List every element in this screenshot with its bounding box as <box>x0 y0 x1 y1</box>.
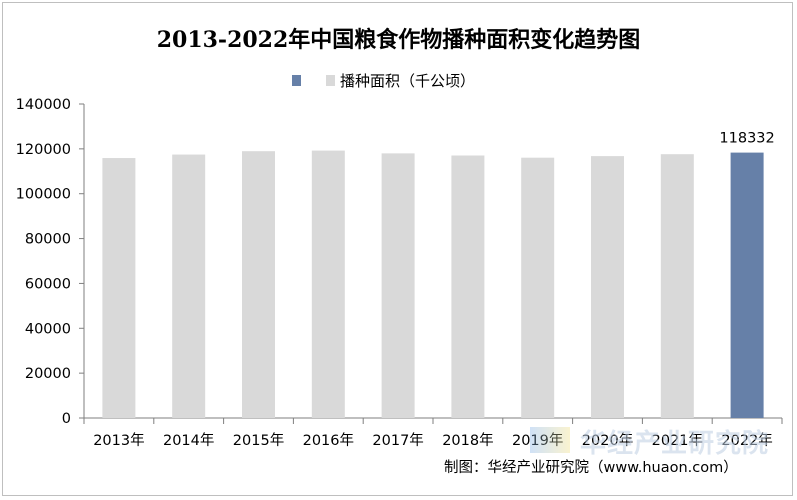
bar-2017年 <box>381 153 415 418</box>
y-tick-label: 20000 <box>25 366 71 382</box>
watermark-text: 华经产业研究院 <box>580 429 770 459</box>
y-tick-label: 60000 <box>25 276 71 292</box>
y-tick-label: 80000 <box>25 232 71 248</box>
x-tick-label: 2021年 <box>652 432 703 449</box>
legend-swatch-highlight <box>292 75 301 86</box>
bar-2019年 <box>521 157 555 418</box>
x-tick-label: 2020年 <box>582 432 633 449</box>
bar-2014年 <box>172 154 206 418</box>
x-tick-label: 2017年 <box>372 432 423 449</box>
x-tick-label: 2016年 <box>303 432 354 449</box>
bar-2021年 <box>660 154 694 418</box>
legend-label: 播种面积（千公顷） <box>340 72 476 90</box>
bar-2013年 <box>102 158 136 418</box>
x-tick-label: 2014年 <box>163 432 214 449</box>
bar-2020年 <box>591 156 624 418</box>
y-tick-label: 40000 <box>25 321 71 337</box>
bar-2018年 <box>451 155 485 418</box>
legend-swatch-gray <box>326 75 335 86</box>
bar-2015年 <box>242 151 275 418</box>
chart-legend: 播种面积（千公顷） <box>292 70 475 91</box>
x-tick-label: 2022年 <box>721 432 772 449</box>
bar-2022年 <box>730 152 764 418</box>
watermark-logo <box>530 427 570 453</box>
y-tick-label: 140000 <box>16 97 71 113</box>
x-tick-label: 2013年 <box>93 432 144 449</box>
x-tick-label: 2019年 <box>512 432 563 449</box>
data-label: 118332 <box>719 131 774 147</box>
chart-credit: 制图：华经产业研究院（www.huaon.com） <box>444 460 738 476</box>
bar-2016年 <box>311 150 345 418</box>
x-tick-label: 2018年 <box>442 432 493 449</box>
y-tick-label: 100000 <box>16 187 71 203</box>
y-tick-label: 120000 <box>16 142 71 158</box>
chart-title: 2013-2022年中国粮食作物播种面积变化趋势图 <box>156 27 641 53</box>
x-tick-label: 2015年 <box>233 432 284 449</box>
y-tick-label: 0 <box>62 411 71 427</box>
